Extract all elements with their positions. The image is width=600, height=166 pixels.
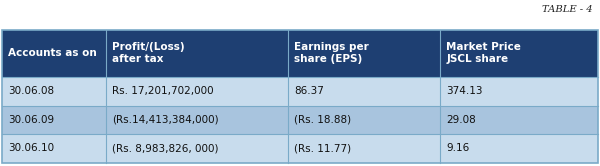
- Text: Profit/(Loss)
after tax: Profit/(Loss) after tax: [112, 42, 185, 64]
- Text: 29.08: 29.08: [446, 115, 476, 125]
- Bar: [288, 106, 440, 134]
- Bar: [2, 30, 598, 163]
- Bar: [288, 77, 440, 106]
- Bar: [2, 30, 106, 77]
- Bar: [2, 77, 106, 106]
- Text: 86.37: 86.37: [294, 86, 324, 96]
- Text: 374.13: 374.13: [446, 86, 482, 96]
- Bar: [288, 30, 440, 77]
- Bar: [106, 106, 288, 134]
- Bar: [440, 77, 598, 106]
- Bar: [288, 134, 440, 163]
- Text: 30.06.09: 30.06.09: [8, 115, 54, 125]
- Text: 30.06.10: 30.06.10: [8, 143, 54, 153]
- Text: (Rs.14,413,384,000): (Rs.14,413,384,000): [112, 115, 219, 125]
- Bar: [440, 134, 598, 163]
- Text: (Rs. 11.77): (Rs. 11.77): [294, 143, 351, 153]
- Text: Accounts as on: Accounts as on: [8, 48, 97, 58]
- Bar: [106, 134, 288, 163]
- Bar: [440, 106, 598, 134]
- Text: (Rs. 8,983,826, 000): (Rs. 8,983,826, 000): [112, 143, 218, 153]
- Text: 30.06.08: 30.06.08: [8, 86, 54, 96]
- Text: TABLE - 4: TABLE - 4: [542, 5, 593, 14]
- Text: Rs. 17,201,702,000: Rs. 17,201,702,000: [112, 86, 214, 96]
- Bar: [106, 77, 288, 106]
- Bar: [106, 30, 288, 77]
- Bar: [2, 30, 598, 163]
- Bar: [440, 30, 598, 77]
- Text: 9.16: 9.16: [446, 143, 469, 153]
- Text: Earnings per
share (EPS): Earnings per share (EPS): [294, 42, 369, 64]
- Text: Market Price
JSCL share: Market Price JSCL share: [446, 42, 521, 64]
- Text: (Rs. 18.88): (Rs. 18.88): [294, 115, 351, 125]
- Bar: [2, 106, 106, 134]
- Bar: [2, 134, 106, 163]
